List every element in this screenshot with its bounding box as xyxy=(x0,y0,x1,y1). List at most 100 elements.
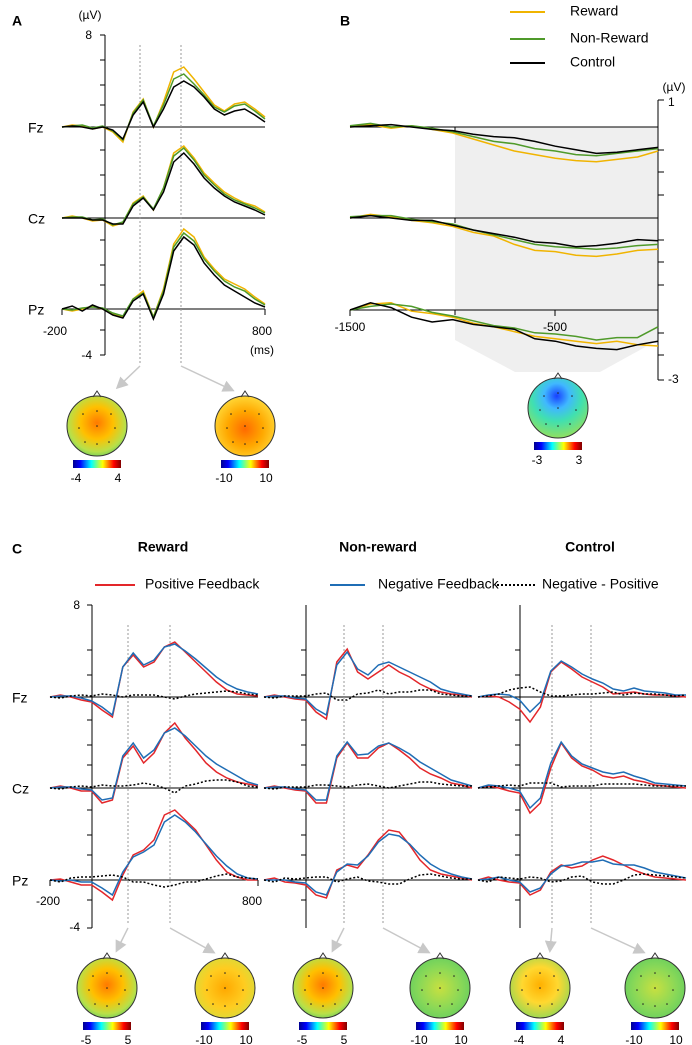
label: -4 xyxy=(71,471,82,485)
waveform xyxy=(49,814,259,897)
label: -10 xyxy=(410,1033,428,1045)
electrode-dot xyxy=(340,989,342,991)
electrode-dot xyxy=(96,425,98,427)
electrode-dot xyxy=(242,989,244,991)
arrow xyxy=(169,927,216,954)
label: -10 xyxy=(215,471,233,485)
label: -200 xyxy=(43,324,67,338)
electrode-dot xyxy=(557,989,559,991)
electrode-dot xyxy=(539,972,541,974)
electrode-dot xyxy=(224,987,226,989)
colorbar xyxy=(534,442,582,450)
electrode-dot xyxy=(256,441,258,443)
waveform xyxy=(49,721,259,804)
waveform xyxy=(61,73,266,142)
electrode-dot xyxy=(262,427,264,429)
waveform xyxy=(49,809,258,902)
waveform xyxy=(477,686,687,698)
waveform xyxy=(263,647,473,721)
electrode-dot xyxy=(453,975,455,977)
label: 3 xyxy=(576,453,583,467)
waveform xyxy=(49,643,259,717)
electrode-dot xyxy=(457,989,459,991)
label: -10 xyxy=(625,1033,643,1045)
waveform xyxy=(263,740,473,801)
electrode-dot xyxy=(666,1003,668,1005)
waveform xyxy=(477,855,687,896)
electrode-dot xyxy=(106,1005,108,1007)
electrode-dot xyxy=(439,1005,441,1007)
waveform xyxy=(263,741,473,804)
arrow xyxy=(590,927,646,954)
electrode-dot xyxy=(244,425,246,427)
electrode-dot xyxy=(525,975,527,977)
waveform xyxy=(477,859,687,893)
electrode-dot xyxy=(226,427,228,429)
electrode-dot xyxy=(308,975,310,977)
label: (ms) xyxy=(250,343,274,357)
waveform xyxy=(263,781,472,790)
electrode-dot xyxy=(94,1003,96,1005)
label: 8 xyxy=(73,598,80,612)
label: 10 xyxy=(239,1033,253,1045)
label: 800 xyxy=(252,324,272,338)
label: -500 xyxy=(543,320,567,334)
electrode-dot xyxy=(551,1003,553,1005)
electrode-dot xyxy=(92,975,94,977)
electrode-dot xyxy=(224,972,226,974)
label: 5 xyxy=(125,1033,132,1045)
electrode-dot xyxy=(236,1003,238,1005)
electrode-dot xyxy=(212,1003,214,1005)
waveform xyxy=(349,302,659,351)
waveform xyxy=(49,779,259,794)
label: 5 xyxy=(341,1033,348,1045)
label: 10 xyxy=(259,471,273,485)
electrode-dot xyxy=(310,1003,312,1005)
electrode-dot xyxy=(210,975,212,977)
electrode-dot xyxy=(427,1003,429,1005)
label: (µV) xyxy=(663,80,686,94)
label: 10 xyxy=(669,1033,683,1045)
waveform xyxy=(349,214,659,248)
electrode-dot xyxy=(425,975,427,977)
electrode-dot xyxy=(82,413,84,415)
electrode-dot xyxy=(114,427,116,429)
head-nose xyxy=(318,952,328,960)
waveform xyxy=(49,873,259,888)
colorbar xyxy=(73,460,121,468)
electrode-dot xyxy=(244,410,246,412)
label: 1 xyxy=(668,95,675,109)
label: -1500 xyxy=(335,320,366,334)
electrode-dot xyxy=(238,975,240,977)
shaded-funnel xyxy=(455,340,658,372)
arrow xyxy=(180,365,235,392)
label: -5 xyxy=(297,1033,308,1045)
electrode-dot xyxy=(108,441,110,443)
label: Negative Feedback xyxy=(378,576,500,592)
electrode-dot xyxy=(668,975,670,977)
head-nose xyxy=(650,952,660,960)
label: (µV) xyxy=(79,8,102,22)
label: B xyxy=(340,13,350,29)
arrow xyxy=(115,365,141,390)
waveform xyxy=(264,833,473,896)
electrode-dot xyxy=(575,409,577,411)
label: -4 xyxy=(81,348,92,362)
electrode-dot xyxy=(557,425,559,427)
waveform xyxy=(61,146,266,226)
label: A xyxy=(12,13,22,29)
waveform xyxy=(349,214,659,250)
electrode-dot xyxy=(557,407,559,409)
electrode-dot xyxy=(96,410,98,412)
label: 4 xyxy=(558,1033,565,1045)
colorbar xyxy=(516,1022,564,1030)
head-nose xyxy=(102,952,112,960)
label: Fz xyxy=(12,690,28,706)
waveform xyxy=(477,782,686,789)
label: Positive Feedback xyxy=(145,576,260,592)
electrode-dot xyxy=(230,413,232,415)
electrode-dot xyxy=(106,972,108,974)
electrode-dot xyxy=(224,1005,226,1007)
arrow xyxy=(115,927,129,953)
label: Pz xyxy=(12,873,28,889)
